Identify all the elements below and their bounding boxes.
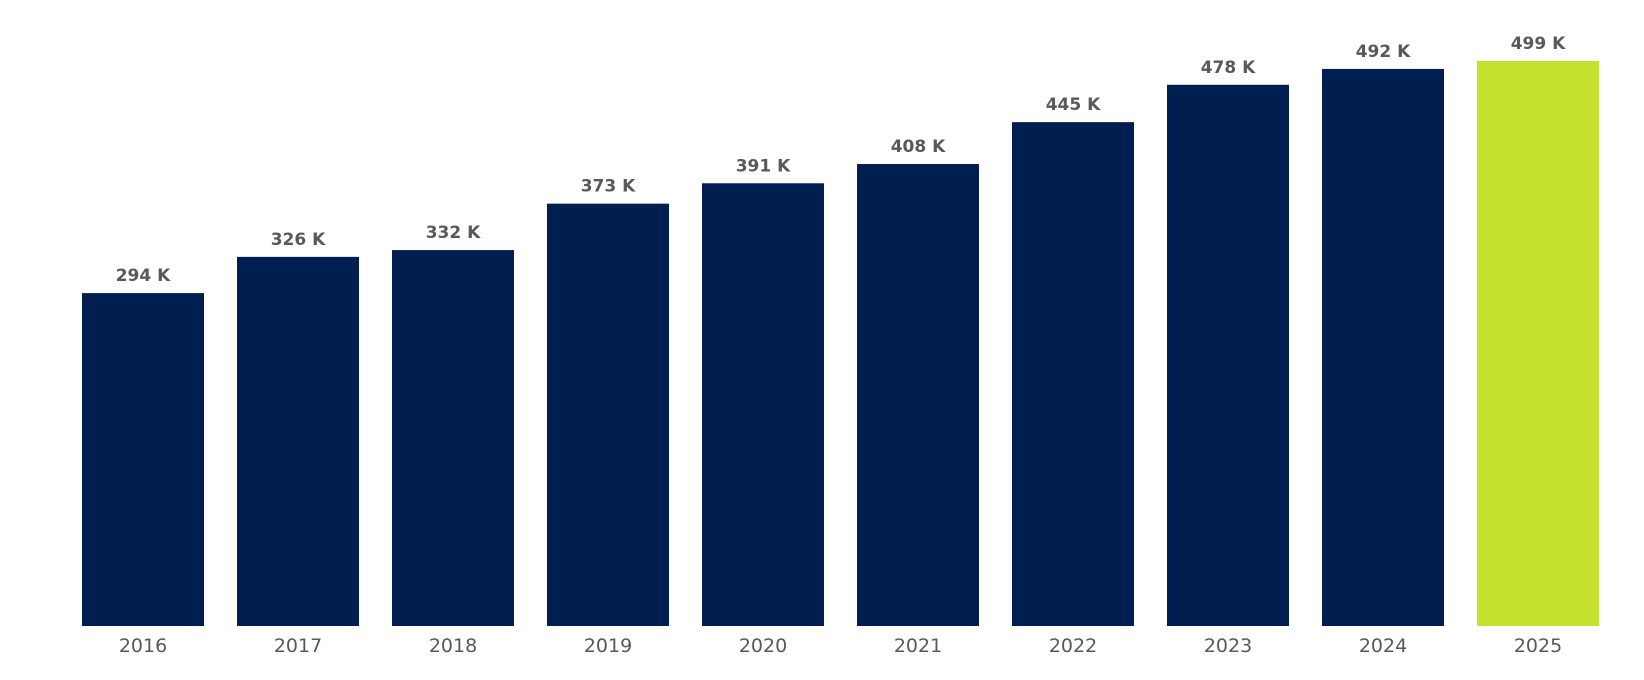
bar-2021: [857, 164, 979, 626]
x-tick-label-2018: 2018: [429, 635, 477, 657]
data-label-2017: 326 K: [271, 230, 326, 250]
data-label-2016: 294 K: [116, 266, 171, 286]
bar-2020: [702, 183, 824, 626]
x-tick-label-2019: 2019: [584, 635, 632, 657]
bar-2016: [82, 293, 204, 626]
x-tick-label-2020: 2020: [739, 635, 787, 657]
data-label-2022: 445 K: [1046, 95, 1101, 115]
x-tick-label-2016: 2016: [119, 635, 167, 657]
bar-2017: [237, 256, 359, 626]
data-label-2018: 332 K: [426, 223, 481, 243]
bar-2023: [1167, 84, 1289, 626]
data-label-2024: 492 K: [1356, 42, 1411, 62]
data-labels-group: 294 K 326 K 332 K 373 K 391 K 408 K 445 K 478 K…: [116, 34, 1566, 286]
data-label-2019: 373 K: [581, 177, 636, 197]
data-label-2020: 391 K: [736, 156, 791, 176]
data-label-2023: 478 K: [1201, 58, 1256, 78]
bar-2019: [547, 203, 669, 626]
data-label-2025: 499 K: [1511, 34, 1566, 54]
x-axis: 2016 2017 2018 2019 2020 2021 2022 2023 2024 2025: [119, 635, 1562, 657]
x-tick-label-2025: 2025: [1514, 635, 1562, 657]
bar-2022: [1012, 122, 1134, 627]
x-tick-label-2017: 2017: [274, 635, 322, 657]
x-tick-label-2022: 2022: [1049, 635, 1097, 657]
bar-2024: [1322, 68, 1444, 627]
x-tick-label-2023: 2023: [1204, 635, 1252, 657]
bars-group: [82, 61, 1599, 627]
x-tick-label-2024: 2024: [1359, 635, 1407, 657]
x-tick-label-2021: 2021: [894, 635, 942, 657]
bar-2025: [1477, 61, 1599, 626]
bar-2018: [392, 250, 514, 626]
data-label-2021: 408 K: [891, 137, 946, 157]
